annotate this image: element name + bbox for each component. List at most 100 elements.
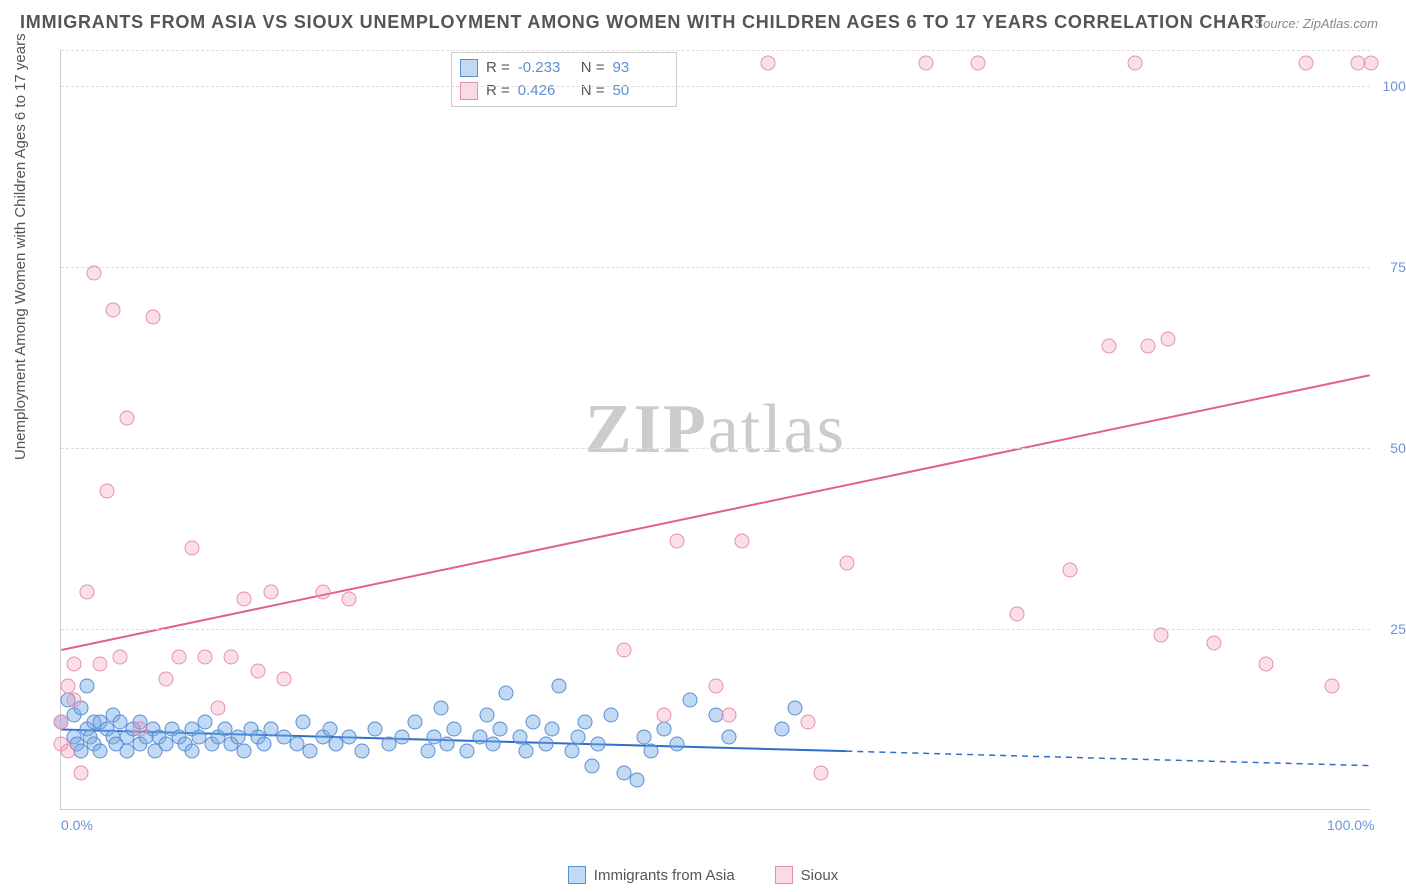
data-point [211,700,226,715]
data-point [630,773,645,788]
data-point [1259,657,1274,672]
data-point [512,729,527,744]
data-point [171,650,186,665]
data-point [60,744,75,759]
data-point [394,729,409,744]
data-point [106,302,121,317]
data-point [656,707,671,722]
stats-legend-box: R = -0.233 N = 93 R = 0.426 N = 50 [451,52,677,107]
source-value: ZipAtlas.com [1303,16,1378,31]
n-label: N = [581,80,605,103]
data-point [735,534,750,549]
gridline [61,267,1370,268]
y-tick-label: 25.0% [1375,621,1406,637]
data-point [1206,635,1221,650]
data-point [492,722,507,737]
data-point [460,744,475,759]
data-point [584,758,599,773]
data-point [93,657,108,672]
data-point [198,650,213,665]
data-point [433,700,448,715]
data-point [682,693,697,708]
data-point [722,729,737,744]
y-axis-label: Unemployment Among Women with Children A… [12,33,29,460]
swatch-blue [460,59,478,77]
data-point [440,736,455,751]
r-value-blue: -0.233 [518,57,573,80]
data-point [1141,338,1156,353]
data-point [918,56,933,71]
gridline [61,629,1370,630]
x-tick-label: 0.0% [61,817,93,833]
data-point [145,309,160,324]
data-point [80,584,95,599]
data-point [342,592,357,607]
data-point [486,736,501,751]
data-point [93,744,108,759]
legend-label-pink: Sioux [801,867,839,884]
data-point [198,715,213,730]
data-point [276,671,291,686]
data-point [1160,331,1175,346]
stats-row-blue: R = -0.233 N = 93 [460,57,668,80]
data-point [774,722,789,737]
data-point [224,650,239,665]
r-label: R = [486,80,510,103]
data-point [564,744,579,759]
data-point [643,744,658,759]
data-point [73,765,88,780]
data-point [67,693,82,708]
data-point [185,744,200,759]
data-point [591,736,606,751]
data-point [250,664,265,679]
data-point [1154,628,1169,643]
data-point [1010,606,1025,621]
data-point [237,744,252,759]
source-label: Source: [1254,16,1299,31]
data-point [499,686,514,701]
data-point [604,707,619,722]
data-point [263,584,278,599]
data-point [669,534,684,549]
data-point [112,650,127,665]
data-point [1062,563,1077,578]
bottom-legend: Immigrants from Asia Sioux [0,866,1406,884]
data-point [578,715,593,730]
gridline [61,50,1370,51]
n-label: N = [581,57,605,80]
data-point [800,715,815,730]
stats-row-pink: R = 0.426 N = 50 [460,80,668,103]
data-point [787,700,802,715]
data-point [971,56,986,71]
data-point [545,722,560,737]
data-point [99,483,114,498]
data-point [119,411,134,426]
data-point [60,678,75,693]
data-point [571,729,586,744]
data-point [1298,56,1313,71]
data-point [709,678,724,693]
data-point [1364,56,1379,71]
data-point [669,736,684,751]
data-point [525,715,540,730]
data-point [158,671,173,686]
legend-item-blue: Immigrants from Asia [568,866,735,884]
data-point [447,722,462,737]
data-point [86,266,101,281]
data-point [368,722,383,737]
data-point [551,678,566,693]
data-point [420,744,435,759]
data-point [636,729,651,744]
data-point [80,678,95,693]
data-point [355,744,370,759]
scatter-plot: ZIPatlas R = -0.233 N = 93 R = 0.426 N =… [60,50,1370,810]
x-tick-label: 100.0% [1327,817,1374,833]
data-point [322,722,337,737]
chart-title: IMMIGRANTS FROM ASIA VS SIOUX UNEMPLOYME… [20,12,1266,33]
data-point [1102,338,1117,353]
data-point [1128,56,1143,71]
gridline [61,86,1370,87]
data-point [761,56,776,71]
data-point [342,729,357,744]
data-point [538,736,553,751]
